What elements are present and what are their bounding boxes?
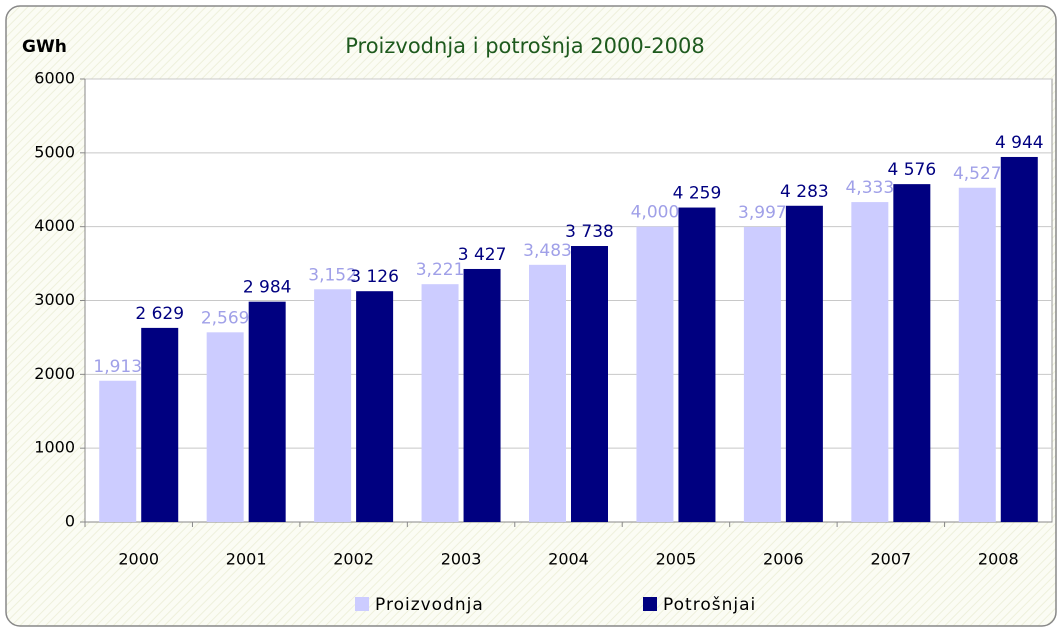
legend-swatch — [643, 597, 657, 611]
value-label: 4 944 — [995, 133, 1044, 153]
x-tick-label: 2003 — [441, 550, 482, 569]
value-label: 2 984 — [243, 278, 292, 298]
value-label: 4 259 — [673, 184, 722, 204]
y-tick-label: 5000 — [34, 142, 75, 161]
bar — [785, 205, 823, 522]
value-label: 2,569 — [201, 308, 250, 328]
x-tick-label: 2002 — [333, 550, 374, 569]
legend-label: Potrošnjai — [663, 595, 756, 615]
legend-swatch — [355, 597, 369, 611]
value-label: 3 126 — [350, 267, 399, 287]
bar — [1000, 156, 1038, 522]
x-tick-label: 2006 — [763, 550, 804, 569]
bar — [743, 226, 781, 522]
value-label: 2 629 — [135, 304, 184, 324]
y-tick-label: 2000 — [34, 364, 75, 383]
bar — [141, 327, 179, 522]
chart-title: Proizvodnja i potrošnja 2000-2008 — [345, 34, 705, 58]
value-label: 3,152 — [308, 265, 357, 285]
bar — [314, 289, 352, 522]
value-label: 4,000 — [631, 203, 680, 223]
value-label: 3 427 — [458, 245, 507, 265]
x-tick-label: 2000 — [118, 550, 159, 569]
y-tick-label: 3000 — [34, 290, 75, 309]
bar — [636, 226, 674, 522]
x-tick-label: 2005 — [656, 550, 697, 569]
value-label: 4,527 — [953, 164, 1002, 184]
x-tick-label: 2004 — [548, 550, 589, 569]
value-label: 4,333 — [845, 178, 894, 198]
x-tick-label: 2001 — [226, 550, 267, 569]
legend-label: Proizvodnja — [375, 595, 484, 615]
y-tick-label: 1000 — [34, 438, 75, 457]
bar — [206, 332, 244, 522]
value-label: 3,997 — [738, 203, 787, 223]
y-tick-label: 4000 — [34, 216, 75, 235]
bar — [248, 301, 286, 522]
value-label: 3,483 — [523, 241, 572, 261]
x-tick-label: 2007 — [870, 550, 911, 569]
bar — [851, 202, 889, 522]
value-label: 4 576 — [887, 160, 936, 180]
bar — [678, 207, 716, 523]
value-label: 4 283 — [780, 182, 829, 202]
bar — [529, 264, 566, 522]
bar — [356, 291, 394, 522]
value-label: 3,221 — [416, 260, 465, 280]
bar — [571, 246, 608, 523]
bar — [99, 380, 137, 522]
bar — [893, 184, 931, 522]
y-tick-label: 6000 — [34, 69, 75, 88]
x-tick-label: 2008 — [978, 550, 1019, 569]
y-tick-label: 0 — [65, 512, 75, 531]
bar — [958, 187, 996, 522]
bar — [421, 284, 459, 522]
value-label: 1,913 — [93, 357, 142, 377]
y-axis-label: GWh — [22, 37, 67, 57]
bar — [463, 268, 501, 522]
value-label: 3 738 — [565, 222, 614, 242]
